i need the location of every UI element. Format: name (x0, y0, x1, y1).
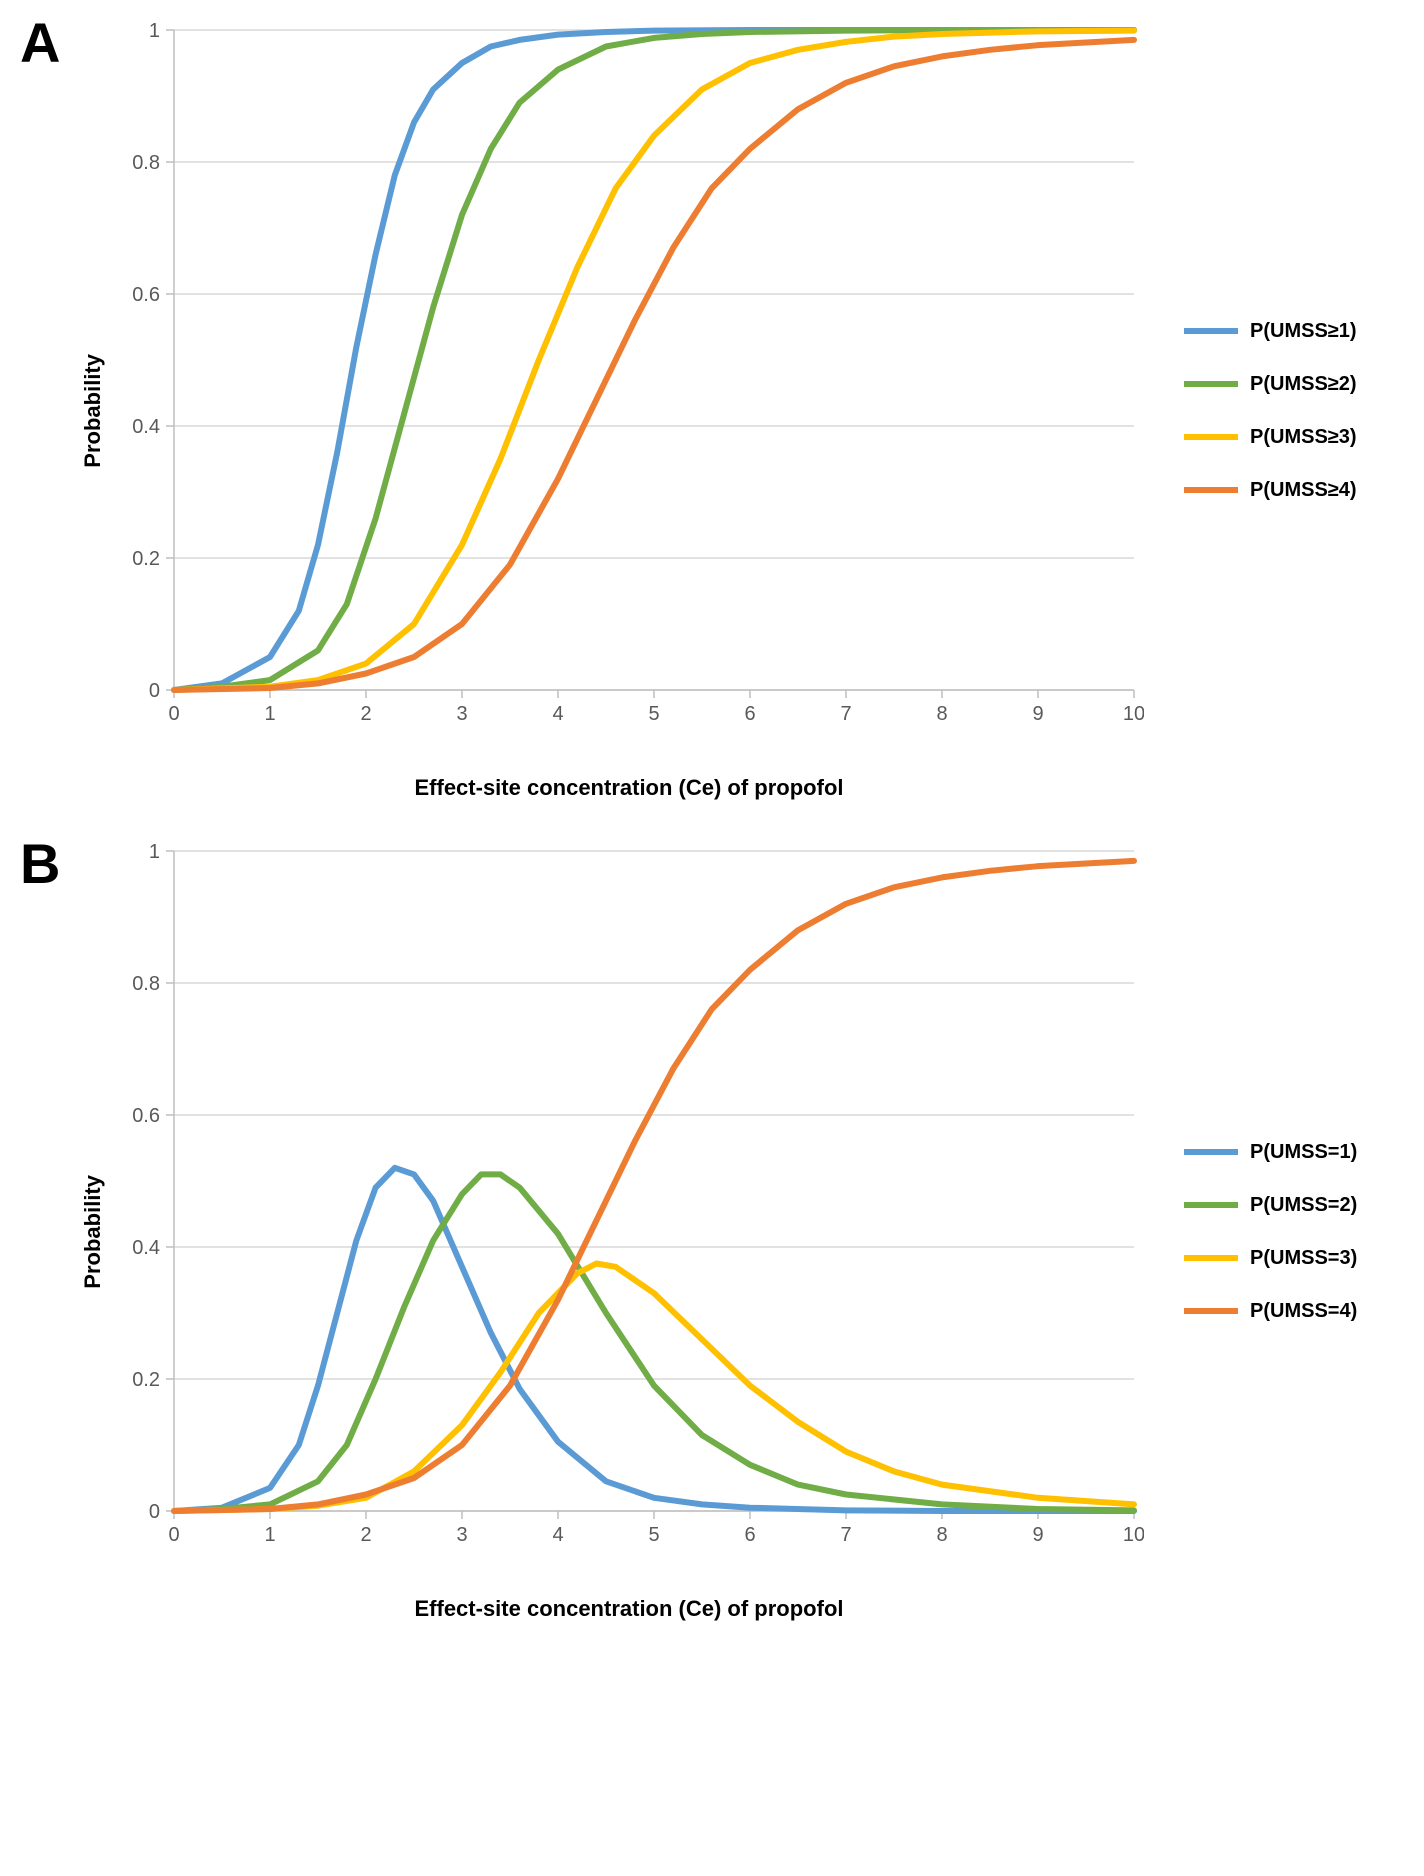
svg-text:3: 3 (456, 703, 467, 725)
svg-text:0.6: 0.6 (132, 284, 160, 306)
legend-item: P(UMSS=1) (1184, 1141, 1357, 1164)
legend-swatch (1184, 1255, 1238, 1261)
svg-text:0: 0 (149, 1501, 160, 1523)
y-axis-label: Probability (80, 354, 106, 468)
chart-wrap: Probability00.20.40.60.81012345678910Eff… (80, 841, 1404, 1622)
svg-text:0.6: 0.6 (132, 1105, 160, 1127)
legend-item: P(UMSS=3) (1184, 1247, 1357, 1270)
svg-text:1: 1 (264, 703, 275, 725)
svg-text:5: 5 (648, 703, 659, 725)
svg-text:0: 0 (168, 703, 179, 725)
plot-area: 00.20.40.60.81012345678910 (114, 841, 1144, 1551)
legend: P(UMSS=1) P(UMSS=2) P(UMSS=3) P(UMSS=4) (1184, 1111, 1357, 1353)
svg-text:8: 8 (936, 703, 947, 725)
svg-text:0.4: 0.4 (132, 416, 160, 438)
svg-text:4: 4 (552, 1524, 563, 1546)
legend-item: P(UMSS≥2) (1184, 373, 1357, 396)
legend-label: P(UMSS=2) (1250, 1194, 1357, 1217)
legend-label: P(UMSS=4) (1250, 1300, 1357, 1323)
svg-text:10: 10 (1123, 1524, 1144, 1546)
svg-text:6: 6 (744, 1524, 755, 1546)
legend-swatch (1184, 434, 1238, 440)
legend-item: P(UMSS=2) (1184, 1194, 1357, 1217)
svg-text:1: 1 (149, 841, 160, 863)
legend-label: P(UMSS=1) (1250, 1141, 1357, 1164)
svg-text:2: 2 (360, 1524, 371, 1546)
svg-text:5: 5 (648, 1524, 659, 1546)
legend-label: P(UMSS=3) (1250, 1247, 1357, 1270)
svg-text:0.4: 0.4 (132, 1237, 160, 1259)
legend-swatch (1184, 1149, 1238, 1155)
svg-text:3: 3 (456, 1524, 467, 1546)
svg-text:9: 9 (1032, 703, 1043, 725)
legend-item: P(UMSS≥3) (1184, 426, 1357, 449)
chart-wrap: Probability00.20.40.60.81012345678910Eff… (80, 20, 1404, 801)
svg-text:2: 2 (360, 703, 371, 725)
x-axis-label: Effect-site concentration (Ce) of propof… (114, 775, 1144, 801)
panel-label: A (20, 10, 60, 75)
legend-swatch (1184, 1202, 1238, 1208)
legend-label: P(UMSS≥3) (1250, 426, 1357, 449)
panel-B: BProbability00.20.40.60.81012345678910Ef… (20, 841, 1404, 1622)
panel-label: B (20, 831, 60, 896)
svg-text:10: 10 (1123, 703, 1144, 725)
svg-text:0: 0 (168, 1524, 179, 1546)
y-axis-label: Probability (80, 1175, 106, 1289)
legend-swatch (1184, 381, 1238, 387)
x-axis-label: Effect-site concentration (Ce) of propof… (114, 1596, 1144, 1622)
plot-column: 00.20.40.60.81012345678910Effect-site co… (114, 841, 1144, 1622)
plot-column: 00.20.40.60.81012345678910Effect-site co… (114, 20, 1144, 801)
svg-text:6: 6 (744, 703, 755, 725)
legend-item: P(UMSS=4) (1184, 1300, 1357, 1323)
svg-text:0: 0 (149, 680, 160, 702)
legend: P(UMSS≥1) P(UMSS≥2) P(UMSS≥3) P(UMSS≥4) (1184, 290, 1357, 532)
legend-item: P(UMSS≥1) (1184, 320, 1357, 343)
legend-label: P(UMSS≥2) (1250, 373, 1357, 396)
legend-swatch (1184, 328, 1238, 334)
svg-text:1: 1 (149, 20, 160, 42)
svg-text:0.8: 0.8 (132, 152, 160, 174)
legend-swatch (1184, 1308, 1238, 1314)
svg-text:0.2: 0.2 (132, 548, 160, 570)
svg-text:0.2: 0.2 (132, 1369, 160, 1391)
legend-swatch (1184, 487, 1238, 493)
figure: AProbability00.20.40.60.81012345678910Ef… (20, 20, 1404, 1622)
legend-item: P(UMSS≥4) (1184, 479, 1357, 502)
panel-A: AProbability00.20.40.60.81012345678910Ef… (20, 20, 1404, 801)
svg-text:7: 7 (840, 1524, 851, 1546)
svg-text:7: 7 (840, 703, 851, 725)
svg-text:4: 4 (552, 703, 563, 725)
legend-label: P(UMSS≥1) (1250, 320, 1357, 343)
legend-label: P(UMSS≥4) (1250, 479, 1357, 502)
svg-text:8: 8 (936, 1524, 947, 1546)
svg-text:9: 9 (1032, 1524, 1043, 1546)
svg-text:0.8: 0.8 (132, 973, 160, 995)
plot-area: 00.20.40.60.81012345678910 (114, 20, 1144, 730)
svg-text:1: 1 (264, 1524, 275, 1546)
